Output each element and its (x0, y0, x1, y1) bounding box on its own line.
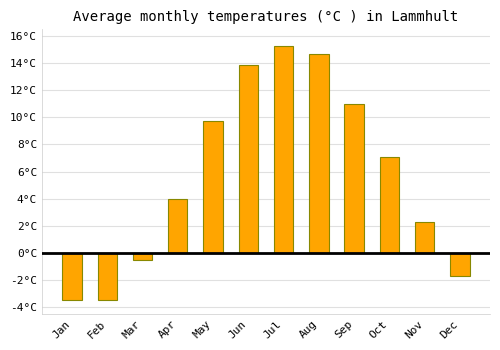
Bar (168, 199, 188, 253)
Bar (450, 253, 469, 276)
Title: Average monthly temperatures (°C ) in Lammhult: Average monthly temperatures (°C ) in La… (74, 10, 458, 24)
Bar (309, 54, 328, 253)
Bar (238, 64, 258, 253)
Bar (62, 253, 82, 300)
Bar (415, 222, 434, 253)
Bar (204, 121, 223, 253)
Bar (133, 253, 152, 260)
Bar (344, 104, 364, 253)
Bar (98, 253, 117, 300)
Bar (274, 46, 293, 253)
Bar (380, 157, 399, 253)
